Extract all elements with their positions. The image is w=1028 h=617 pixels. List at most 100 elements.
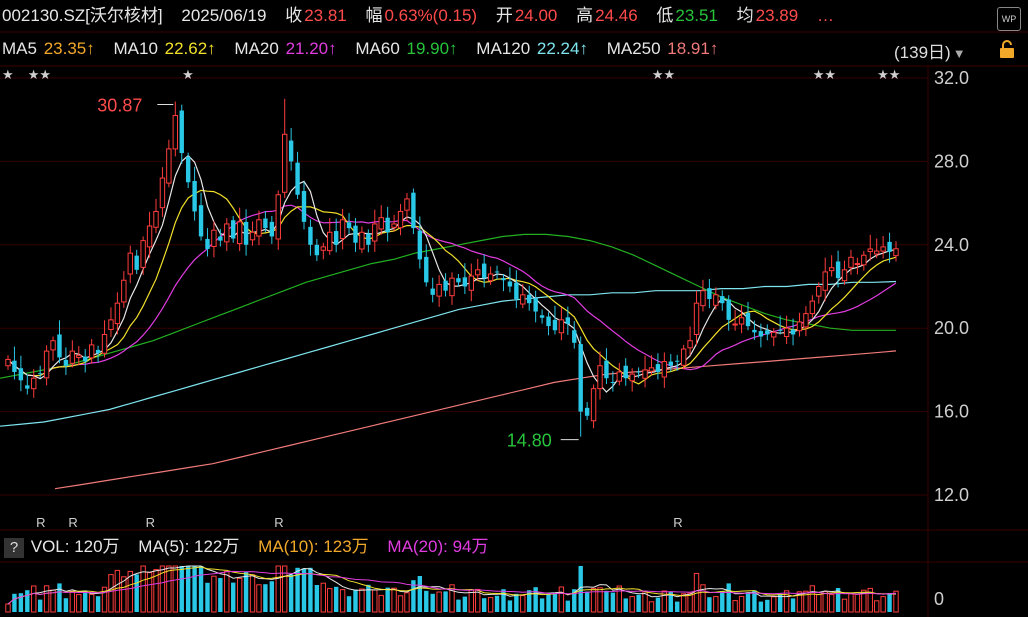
candle-body xyxy=(835,261,841,279)
volume-bar xyxy=(597,587,603,613)
volume-bar xyxy=(539,598,545,612)
candle-body xyxy=(668,361,673,366)
volume-bar xyxy=(83,590,88,612)
volume-bar xyxy=(63,598,69,612)
candle-body xyxy=(83,356,88,362)
volume-bar xyxy=(880,596,886,613)
volume-bar xyxy=(796,591,803,613)
y-tick-label: 16.0 xyxy=(934,402,969,422)
volume-bar xyxy=(249,574,256,613)
volume-bar xyxy=(648,601,655,613)
vol-ma10: MA(10): 123万 xyxy=(258,537,369,556)
candle-body xyxy=(707,288,712,300)
volume-bar xyxy=(893,590,899,613)
volume-bar xyxy=(424,590,429,612)
ma-legend: MA5 23.35↑ MA10 22.62↑ MA20 21.20↑ MA60 … xyxy=(2,39,720,59)
candle-body xyxy=(76,354,82,358)
candle-body xyxy=(88,344,95,359)
ma20-value: 21.20↑ xyxy=(285,39,337,58)
candle-body xyxy=(281,133,288,193)
candle-body xyxy=(533,298,538,312)
avg-value: 23.89 xyxy=(755,6,799,25)
volume-bar xyxy=(153,569,159,613)
candle-body xyxy=(584,407,590,416)
volume-bar xyxy=(108,574,114,613)
volume-bar xyxy=(166,565,172,613)
volume-bar xyxy=(655,597,661,612)
volume-bar xyxy=(475,588,481,613)
volume-bar xyxy=(301,568,307,612)
volume-bar xyxy=(527,590,532,612)
volume-bar xyxy=(281,565,288,613)
volume-bar xyxy=(578,566,583,612)
volume-bar xyxy=(777,593,783,612)
volume-bar xyxy=(738,595,745,613)
candle-body xyxy=(114,302,121,325)
volume-bar xyxy=(37,599,43,612)
candle-body xyxy=(5,358,11,367)
candle-body xyxy=(333,231,339,245)
volume-bar xyxy=(436,591,442,613)
volume-bar xyxy=(76,594,82,613)
volume-bar xyxy=(127,570,133,613)
volume-bar xyxy=(854,593,861,613)
volume-bar xyxy=(114,569,121,613)
volume-bar xyxy=(69,591,76,613)
wp-icon[interactable]: WP xyxy=(997,7,1021,31)
candle-body xyxy=(108,319,114,330)
candle-body xyxy=(101,333,108,354)
volume-bar xyxy=(231,582,236,612)
low-value: 23.51 xyxy=(675,6,718,25)
candle-body xyxy=(590,388,597,422)
ma20-line xyxy=(7,204,897,377)
candle-body xyxy=(623,365,628,379)
r-mark: R xyxy=(146,515,155,530)
candle-body xyxy=(520,294,526,305)
ma250-label: MA250 xyxy=(606,39,661,58)
candle-body xyxy=(37,373,43,375)
help-button[interactable]: ? xyxy=(4,538,24,558)
candle-body xyxy=(366,233,371,245)
r-mark: R xyxy=(673,515,682,530)
candle-body xyxy=(301,191,307,222)
volume-bar xyxy=(314,585,320,612)
candle-body xyxy=(675,360,680,362)
volume-bar xyxy=(320,582,327,613)
candle-body xyxy=(327,231,333,252)
volume-bar xyxy=(629,596,635,613)
candle-body xyxy=(295,162,300,195)
ma60-label: MA60 xyxy=(355,39,400,58)
volume-bar xyxy=(218,578,223,612)
candle-body xyxy=(790,329,796,335)
lock-icon[interactable] xyxy=(998,39,1016,59)
volume-bar xyxy=(841,598,848,613)
candle-body xyxy=(552,319,558,331)
stock-code[interactable]: 002130.SZ[沃尔核材] xyxy=(2,6,163,25)
volume-bar xyxy=(732,600,738,613)
candle-body xyxy=(339,219,346,240)
candle-body xyxy=(687,340,693,349)
high-annotation: 30.87 xyxy=(97,96,142,116)
period-selector[interactable]: (139日) ▼ xyxy=(894,38,966,63)
volume-bar xyxy=(726,583,731,612)
volume-bar xyxy=(835,588,841,612)
ma20-label: MA20 xyxy=(234,39,279,58)
star-mark: ★★ xyxy=(813,68,836,83)
candle-body xyxy=(848,256,854,268)
more-indicator[interactable]: … xyxy=(816,6,834,25)
y-tick-label: 12.0 xyxy=(934,485,969,505)
candle-body xyxy=(771,331,777,338)
volume-bar xyxy=(636,594,641,612)
candle-body xyxy=(636,371,641,373)
volume-bar xyxy=(468,589,475,613)
candle-body xyxy=(809,300,816,315)
volume-bar xyxy=(487,597,494,613)
volume-bar xyxy=(584,591,590,612)
volume-bar xyxy=(140,565,146,613)
candle-body xyxy=(127,252,133,275)
chevron-down-icon[interactable]: ▼ xyxy=(952,46,966,61)
candle-body xyxy=(758,331,764,337)
candle-body xyxy=(224,223,230,243)
candle-body xyxy=(475,269,481,276)
